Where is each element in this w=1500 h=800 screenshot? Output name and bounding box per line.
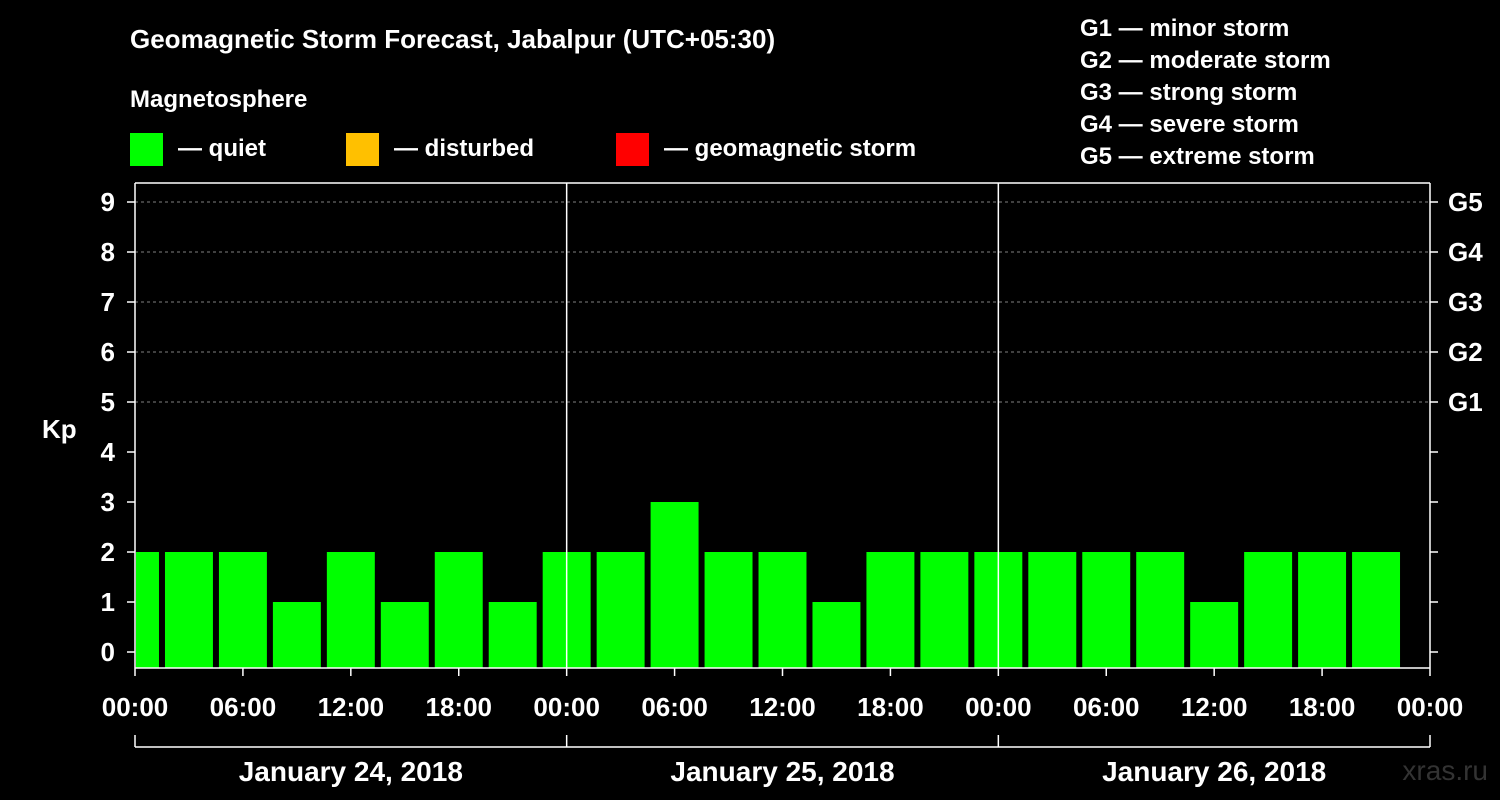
kp-bar bbox=[920, 552, 969, 668]
kp-bar bbox=[488, 602, 537, 668]
legend-quiet-swatch bbox=[130, 133, 163, 166]
g-scale-label: G3 bbox=[1448, 287, 1483, 317]
kp-bar bbox=[596, 552, 645, 668]
legend-disturbed-label: — disturbed bbox=[394, 135, 535, 162]
x-tick-label: 00:00 bbox=[1397, 692, 1464, 722]
kp-bar bbox=[434, 552, 483, 668]
kp-bar bbox=[704, 552, 753, 668]
x-tick-label: 12:00 bbox=[749, 692, 816, 722]
y-tick-label: 1 bbox=[101, 587, 115, 617]
y-tick-label: 3 bbox=[101, 487, 115, 517]
g-scale-label: G4 bbox=[1448, 237, 1483, 267]
storm-scale-g4: G4 — severe storm bbox=[1080, 111, 1299, 138]
y-axis-label: Kp bbox=[42, 414, 77, 444]
y-tick-label: 6 bbox=[101, 337, 115, 367]
x-tick-label: 06:00 bbox=[641, 692, 708, 722]
g-scale-label: G5 bbox=[1448, 187, 1483, 217]
y-tick-label: 2 bbox=[101, 537, 115, 567]
y-tick-label: 5 bbox=[101, 387, 115, 417]
y-tick-label: 0 bbox=[101, 637, 115, 667]
legend-storm-swatch bbox=[616, 133, 649, 166]
kp-bar bbox=[1082, 552, 1131, 668]
day-label: January 26, 2018 bbox=[1102, 756, 1326, 787]
g-scale-label: G1 bbox=[1448, 387, 1483, 417]
legend-disturbed-swatch bbox=[346, 133, 379, 166]
y-tick-label: 8 bbox=[101, 237, 115, 267]
legend-quiet-label: — quiet bbox=[178, 135, 266, 162]
kp-bar bbox=[812, 602, 861, 668]
storm-scale-legend: G1 — minor storm G2 — moderate storm G3 … bbox=[1080, 13, 1331, 173]
x-tick-label: 18:00 bbox=[426, 692, 493, 722]
kp-bar bbox=[272, 602, 321, 668]
kp-bar bbox=[1136, 552, 1185, 668]
kp-bar bbox=[1352, 552, 1401, 668]
storm-scale-g3: G3 — strong storm bbox=[1080, 79, 1298, 106]
x-tick-label: 06:00 bbox=[210, 692, 277, 722]
kp-bar bbox=[1190, 602, 1239, 668]
kp-bar bbox=[380, 602, 429, 668]
x-tick-label: 12:00 bbox=[1181, 692, 1248, 722]
storm-scale-g1: G1 — minor storm bbox=[1080, 15, 1290, 42]
y-tick-label: 4 bbox=[101, 437, 116, 467]
storm-scale-g2: G2 — moderate storm bbox=[1080, 47, 1331, 74]
y-tick-label: 9 bbox=[101, 187, 115, 217]
kp-bar bbox=[164, 552, 213, 668]
day-label: January 24, 2018 bbox=[239, 756, 463, 787]
kp-bar bbox=[650, 502, 699, 668]
x-tick-label: 00:00 bbox=[533, 692, 600, 722]
day-label: January 25, 2018 bbox=[670, 756, 894, 787]
y-tick-label: 7 bbox=[101, 287, 115, 317]
kp-bar bbox=[1028, 552, 1077, 668]
storm-scale-g5: G5 — extreme storm bbox=[1080, 143, 1315, 170]
watermark: xras.ru bbox=[1402, 755, 1488, 786]
kp-bar bbox=[866, 552, 915, 668]
legend-storm-label: — geomagnetic storm bbox=[664, 135, 917, 162]
kp-bar bbox=[758, 552, 807, 668]
kp-bar bbox=[1244, 552, 1293, 668]
x-tick-label: 18:00 bbox=[857, 692, 924, 722]
kp-bar bbox=[1298, 552, 1347, 668]
magnetosphere-label: Magnetosphere bbox=[130, 86, 308, 113]
g-scale-label: G2 bbox=[1448, 337, 1483, 367]
kp-bar bbox=[218, 552, 267, 668]
x-tick-label: 00:00 bbox=[965, 692, 1032, 722]
chart-title: Geomagnetic Storm Forecast, Jabalpur (UT… bbox=[130, 24, 776, 54]
kp-bar bbox=[326, 552, 375, 668]
x-tick-label: 00:00 bbox=[102, 692, 169, 722]
x-tick-label: 18:00 bbox=[1289, 692, 1356, 722]
x-tick-label: 06:00 bbox=[1073, 692, 1140, 722]
x-tick-label: 12:00 bbox=[318, 692, 385, 722]
kp-bar bbox=[136, 552, 159, 668]
